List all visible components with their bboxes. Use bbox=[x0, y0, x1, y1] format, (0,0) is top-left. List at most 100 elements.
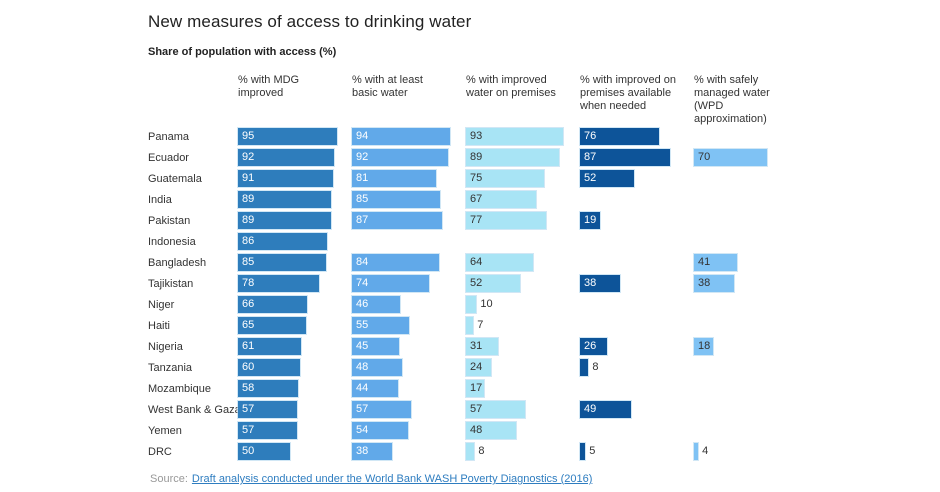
bar-cell: 49 bbox=[580, 401, 694, 418]
bar bbox=[352, 296, 400, 313]
chart-row: Guatemala 91 81 75 52 bbox=[148, 168, 928, 189]
country-label: India bbox=[148, 193, 172, 206]
source-label: Source: bbox=[150, 473, 188, 485]
bar-cell: 75 bbox=[466, 170, 580, 187]
bar-cell: 57 bbox=[466, 401, 580, 418]
column-header-4: % with improved on premises available wh… bbox=[580, 74, 676, 112]
country-label: Pakistan bbox=[148, 214, 191, 227]
bar-cell: 8 bbox=[466, 443, 580, 460]
bar-value: 58 bbox=[242, 382, 255, 394]
bar-cell: 57 bbox=[238, 422, 352, 439]
bar bbox=[352, 128, 450, 145]
bar-value: 45 bbox=[356, 340, 369, 352]
bar bbox=[466, 254, 533, 271]
bar bbox=[352, 212, 443, 229]
country-label: Bangladesh bbox=[148, 256, 207, 269]
multi-column-bar-chart: % with MDG improved % with at least basic… bbox=[148, 74, 928, 462]
bar-cell bbox=[694, 170, 808, 187]
bar-value: 95 bbox=[242, 130, 255, 142]
bar bbox=[352, 254, 440, 271]
bar-cell bbox=[580, 296, 694, 313]
bar-cell: 61 bbox=[238, 338, 352, 355]
bar-value: 54 bbox=[356, 424, 369, 436]
bar-value: 92 bbox=[242, 151, 255, 163]
bar-cell: 38 bbox=[580, 275, 694, 292]
bar bbox=[466, 401, 526, 418]
bar-cell: 18 bbox=[694, 338, 808, 355]
bar-value: 57 bbox=[470, 403, 483, 415]
bar bbox=[352, 317, 410, 334]
bar-cell bbox=[694, 128, 808, 145]
chart-title: New measures of access to drinking water bbox=[148, 12, 472, 31]
chart-row: Ecuador 92 92 89 87 70 bbox=[148, 147, 928, 168]
bar-cell bbox=[694, 191, 808, 208]
bar bbox=[466, 317, 474, 334]
bar-cell bbox=[580, 191, 694, 208]
bar-cell: 60 bbox=[238, 359, 352, 376]
bar-value: 94 bbox=[356, 130, 369, 142]
bar bbox=[352, 359, 402, 376]
bar-value: 65 bbox=[242, 319, 255, 331]
bar-value: 61 bbox=[242, 340, 255, 352]
bar bbox=[466, 170, 544, 187]
bar bbox=[352, 275, 429, 292]
bar bbox=[238, 149, 334, 166]
bar-value: 57 bbox=[356, 403, 369, 415]
bar-value: 52 bbox=[584, 172, 597, 184]
bar-cell: 48 bbox=[352, 359, 466, 376]
bar-cell: 45 bbox=[352, 338, 466, 355]
bar-cell: 19 bbox=[580, 212, 694, 229]
bar-cell: 58 bbox=[238, 380, 352, 397]
bar bbox=[580, 359, 589, 376]
bar-cell bbox=[352, 233, 466, 250]
chart-row: Indonesia 86 bbox=[148, 231, 928, 252]
bar bbox=[466, 422, 516, 439]
bar bbox=[352, 443, 392, 460]
bar-value: 57 bbox=[242, 424, 255, 436]
bar-cell: 50 bbox=[238, 443, 352, 460]
bar-value: 18 bbox=[698, 340, 711, 352]
bar-cell: 5 bbox=[580, 443, 694, 460]
bar-cell: 17 bbox=[466, 380, 580, 397]
chart-row: Mozambique 58 44 17 bbox=[148, 378, 928, 399]
bar-value: 64 bbox=[470, 256, 483, 268]
country-label: Panama bbox=[148, 130, 189, 143]
bar-cell: 46 bbox=[352, 296, 466, 313]
bar bbox=[352, 401, 412, 418]
bar-value: 5 bbox=[589, 445, 596, 457]
bar-value: 44 bbox=[356, 382, 369, 394]
bar bbox=[352, 380, 398, 397]
bar bbox=[466, 338, 499, 355]
column-header-2: % with at least basic water bbox=[352, 74, 423, 99]
bar-value: 86 bbox=[242, 235, 255, 247]
bar-cell: 38 bbox=[694, 275, 808, 292]
bar-cell: 10 bbox=[466, 296, 580, 313]
bar bbox=[238, 275, 320, 292]
bar-value: 84 bbox=[356, 256, 369, 268]
country-label: Indonesia bbox=[148, 235, 196, 248]
bar-value: 70 bbox=[698, 151, 711, 163]
chart-row: Nigeria 61 45 31 26 18 bbox=[148, 336, 928, 357]
bar-cell bbox=[580, 422, 694, 439]
bar-value: 92 bbox=[356, 151, 369, 163]
bar-value: 66 bbox=[242, 298, 255, 310]
bar bbox=[466, 359, 491, 376]
bar-value: 17 bbox=[470, 382, 483, 394]
bar bbox=[238, 128, 337, 145]
source-link[interactable]: Draft analysis conducted under the World… bbox=[191, 473, 593, 485]
bar bbox=[580, 128, 660, 145]
bar-value: 52 bbox=[470, 277, 483, 289]
bar-value: 7 bbox=[477, 319, 484, 331]
chart-rows: Panama 95 94 93 76 Ecuador 92 92 89 87 70 Guatemala… bbox=[148, 126, 928, 462]
bar-value: 60 bbox=[242, 361, 255, 373]
bar bbox=[238, 191, 331, 208]
bar bbox=[694, 149, 767, 166]
bar bbox=[238, 401, 298, 418]
bar-cell: 92 bbox=[352, 149, 466, 166]
country-label: West Bank & Gaza bbox=[148, 403, 241, 416]
bar-value: 46 bbox=[356, 298, 369, 310]
bar-value: 89 bbox=[470, 151, 483, 163]
bar bbox=[694, 275, 734, 292]
chart-row: Niger 66 46 10 bbox=[148, 294, 928, 315]
bar bbox=[352, 191, 441, 208]
